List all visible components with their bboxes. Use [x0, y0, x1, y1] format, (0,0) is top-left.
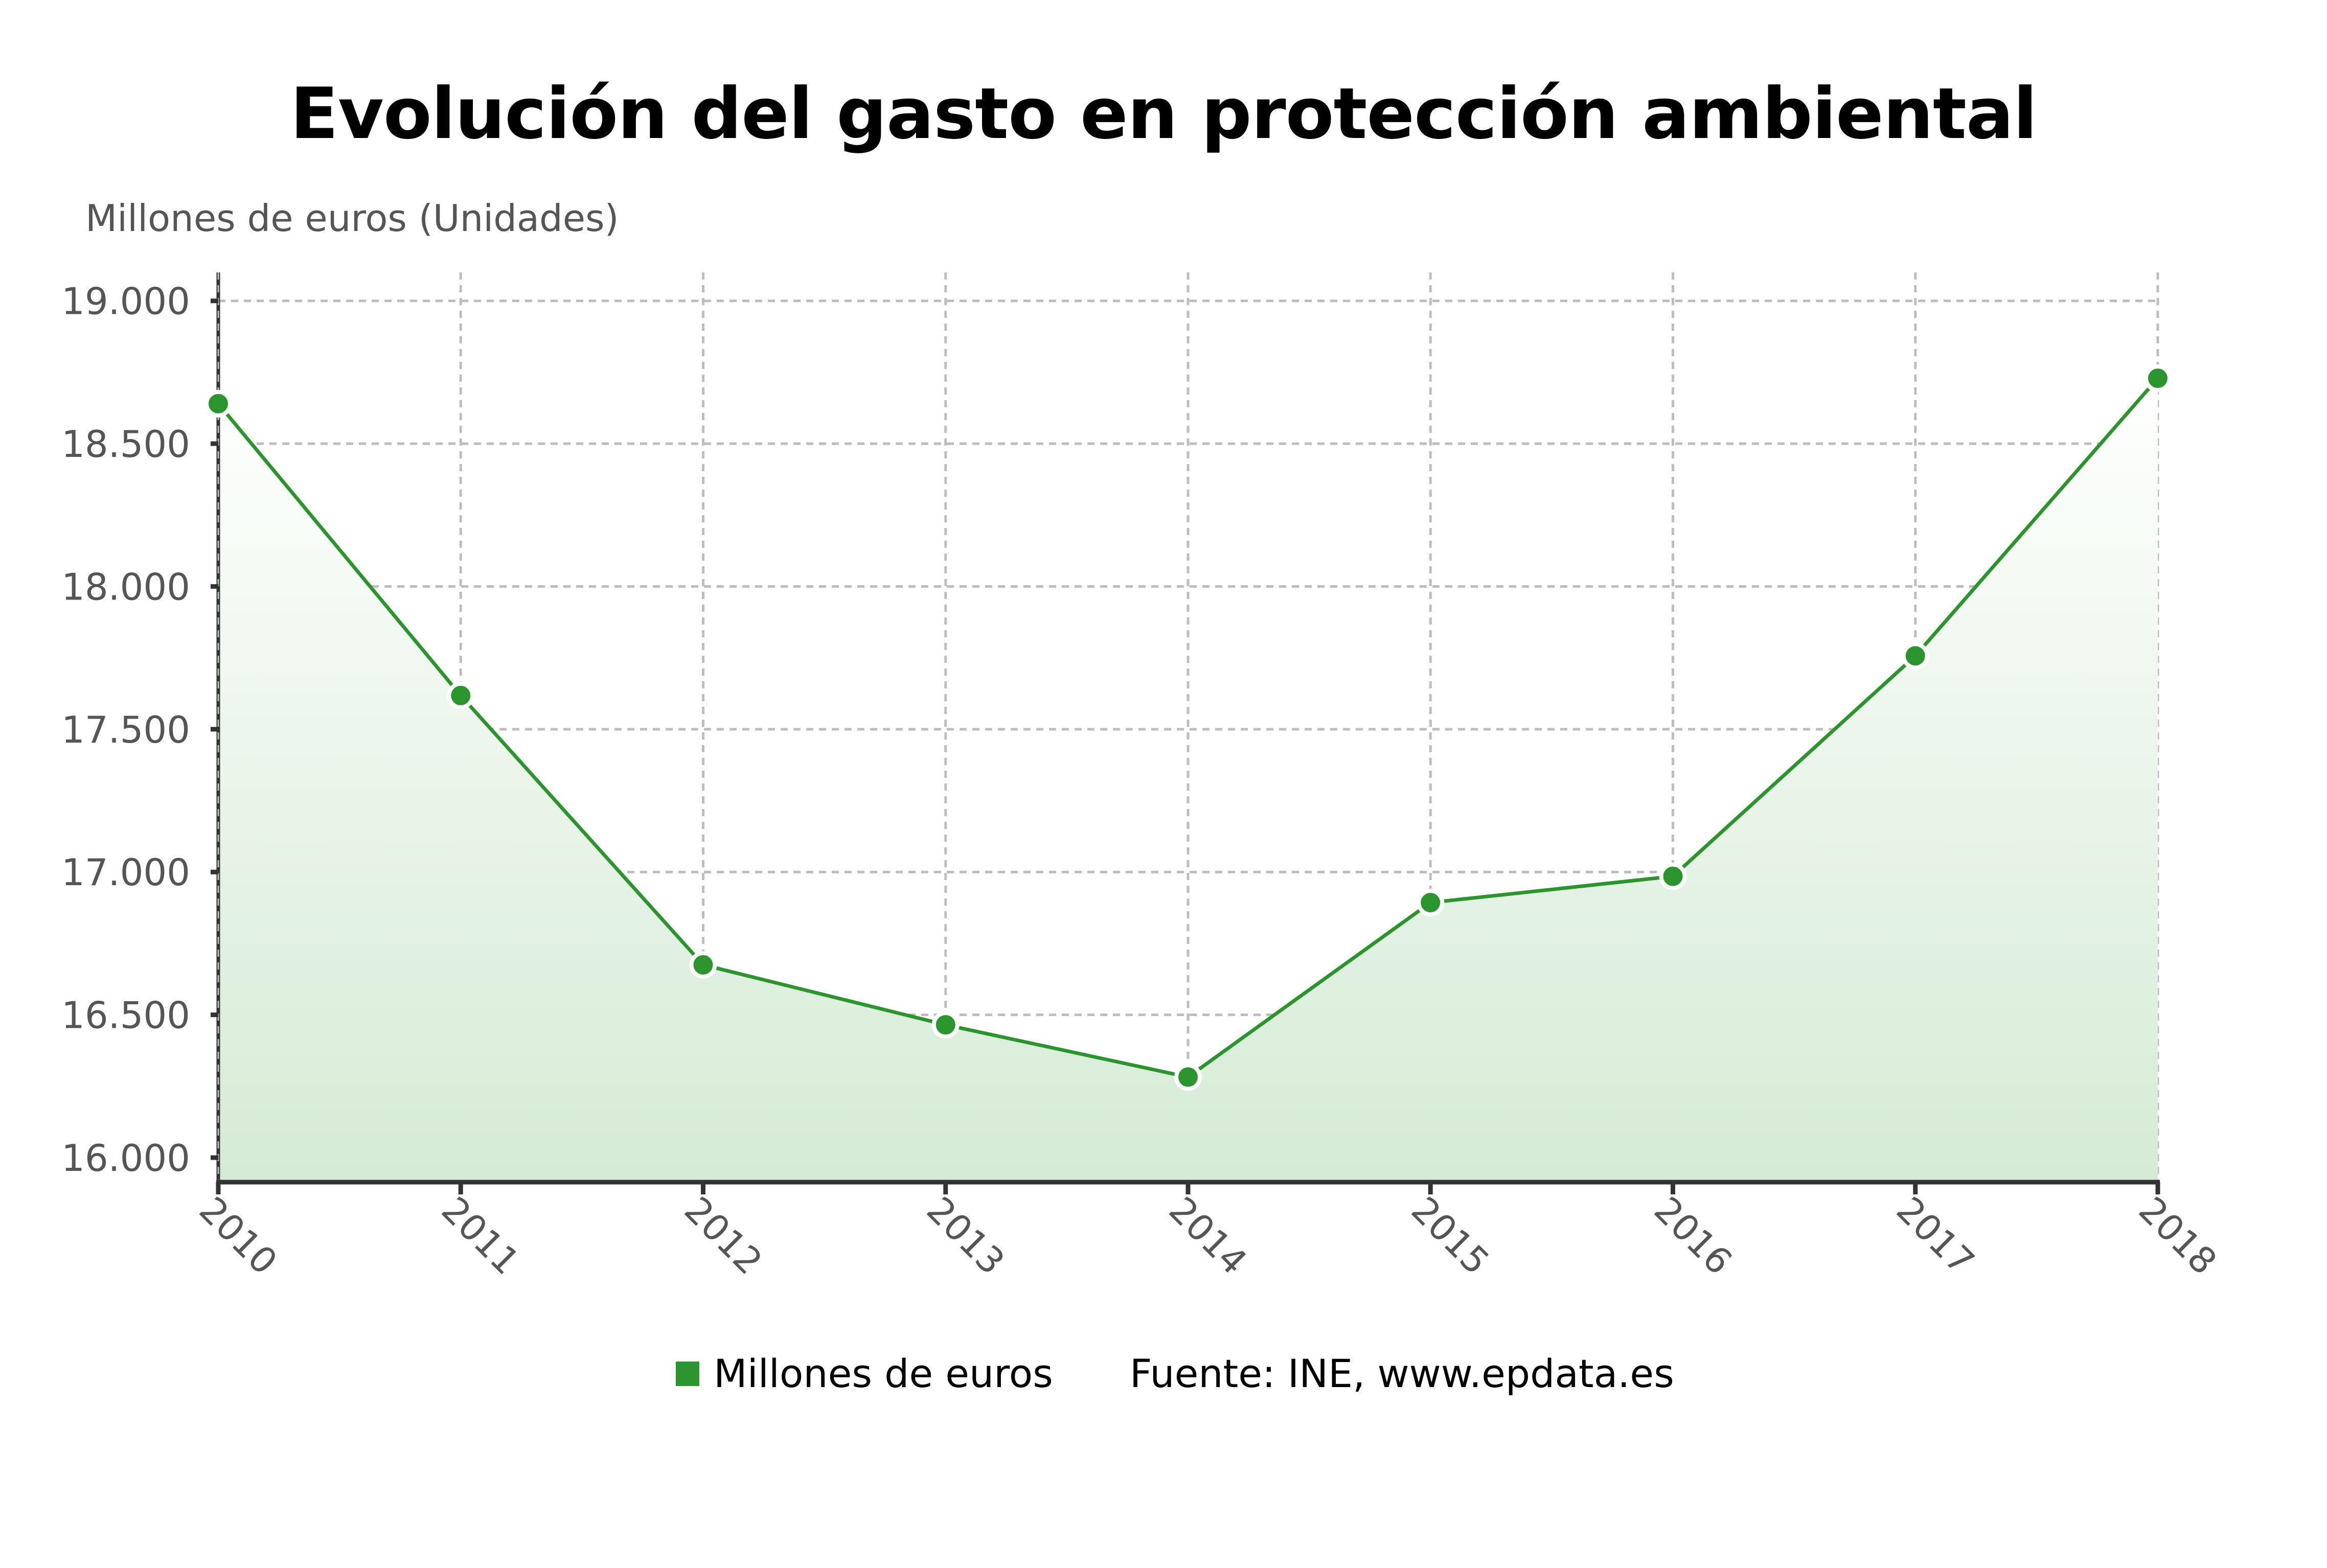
y-tick-label: 19.000: [61, 280, 190, 323]
data-point-2016[interactable]: [1659, 862, 1687, 890]
x-axis-labels: 2010 2011 2012 2013 2014 2015 2016 2017 2018: [0, 1191, 2327, 1282]
area-fill: [218, 378, 2158, 1181]
x-tick-label: 2012: [676, 1191, 770, 1282]
y-axis-ticks: 16.000 16.500 17.000 17.500 18.000 18.500 19.0…: [61, 280, 218, 1180]
data-point-2017[interactable]: [1901, 642, 1929, 670]
data-point-2013[interactable]: [931, 1011, 960, 1039]
x-tick-label: 2015: [1403, 1191, 1498, 1282]
x-tick-label: 2016: [1646, 1191, 1740, 1282]
data-point-2014[interactable]: [1174, 1063, 1202, 1091]
x-tick-label: 2017: [1888, 1191, 1982, 1282]
source-note: Fuente: INE, www.epdata.es: [1129, 1351, 1674, 1396]
y-tick-label: 18.500: [61, 423, 190, 466]
legend-swatch-icon: [676, 1361, 699, 1386]
x-tick-label: 2011: [434, 1191, 528, 1282]
y-tick-label: 18.000: [61, 565, 190, 608]
x-tick-label: 2014: [1161, 1191, 1255, 1282]
x-tick-label: 2018: [2131, 1191, 2225, 1282]
data-point-2010[interactable]: [204, 389, 232, 418]
data-point-2011[interactable]: [447, 681, 475, 709]
data-point-2012[interactable]: [689, 951, 717, 979]
chart-title: Evolución del gasto en protección ambien…: [290, 73, 2038, 155]
y-tick-label: 17.000: [61, 851, 190, 894]
x-tick-label: 2010: [191, 1191, 285, 1282]
legend-series-label[interactable]: Millones de euros: [714, 1351, 1053, 1396]
y-axis-label: Millones de euros (Unidades): [85, 197, 619, 240]
legend: Millones de euros Fuente: INE, www.epdat…: [676, 1351, 1674, 1396]
data-point-2018[interactable]: [2144, 364, 2172, 393]
x-tick-label: 2013: [918, 1191, 1013, 1282]
data-point-2015[interactable]: [1417, 889, 1445, 917]
y-tick-label: 16.000: [61, 1137, 190, 1180]
y-tick-label: 17.500: [61, 708, 190, 751]
data-markers: [204, 364, 2172, 1091]
y-tick-label: 16.500: [61, 994, 190, 1037]
